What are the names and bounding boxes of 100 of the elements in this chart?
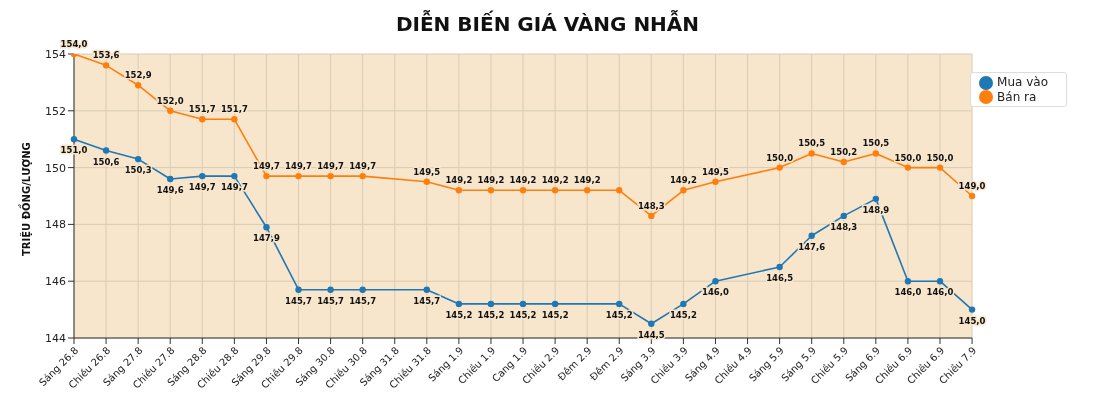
data-label: 148,3 bbox=[637, 200, 665, 211]
data-label: 149,7 bbox=[285, 161, 313, 172]
point bbox=[776, 164, 783, 171]
point bbox=[327, 286, 334, 293]
point bbox=[648, 320, 655, 327]
data-label: 148,3 bbox=[830, 221, 858, 232]
point bbox=[840, 212, 847, 220]
legend-label: Mua vào bbox=[997, 75, 1048, 89]
data-label: 145,2 bbox=[541, 309, 569, 320]
data-label: 149,2 bbox=[477, 175, 505, 186]
data-label: 150,3 bbox=[124, 165, 152, 176]
data-label: 149,6 bbox=[156, 184, 184, 195]
y-tick-label: 144 bbox=[45, 331, 66, 345]
data-label: 149,7 bbox=[349, 161, 377, 172]
point bbox=[680, 187, 687, 194]
data-label: 150,5 bbox=[862, 138, 890, 149]
point bbox=[936, 164, 944, 171]
point bbox=[872, 195, 880, 203]
point bbox=[359, 286, 366, 293]
data-label: 147,6 bbox=[798, 241, 826, 252]
point bbox=[519, 300, 527, 308]
point bbox=[423, 178, 431, 185]
data-label: 145,7 bbox=[413, 295, 441, 306]
data-label: 146,0 bbox=[926, 287, 954, 298]
point bbox=[487, 187, 495, 194]
data-label: 149,7 bbox=[188, 182, 216, 193]
point bbox=[551, 187, 559, 194]
data-label: 150,0 bbox=[926, 152, 954, 163]
data-label: 152,9 bbox=[124, 70, 152, 81]
point bbox=[199, 116, 206, 123]
point bbox=[583, 187, 591, 194]
data-label: 150,6 bbox=[92, 156, 120, 167]
point bbox=[808, 232, 815, 239]
point bbox=[102, 62, 110, 69]
point bbox=[199, 172, 206, 180]
point bbox=[904, 278, 912, 285]
point bbox=[968, 306, 976, 313]
y-tick-label: 150 bbox=[45, 161, 66, 175]
point bbox=[680, 300, 687, 308]
point bbox=[776, 263, 783, 271]
data-label: 150,0 bbox=[894, 152, 922, 163]
point bbox=[295, 172, 302, 180]
data-label: 150,2 bbox=[830, 146, 858, 157]
data-label: 151,7 bbox=[188, 104, 216, 115]
data-label: 145,7 bbox=[349, 295, 377, 306]
data-label: 149,2 bbox=[541, 175, 569, 186]
point bbox=[263, 224, 270, 231]
data-label: 146,0 bbox=[894, 287, 922, 298]
point bbox=[519, 187, 527, 194]
data-label: 145,2 bbox=[605, 309, 633, 320]
point bbox=[134, 82, 142, 89]
point bbox=[327, 172, 334, 180]
data-label: 145,2 bbox=[509, 309, 537, 320]
data-label: 146,0 bbox=[702, 287, 729, 298]
point bbox=[872, 150, 880, 157]
y-tick-label: 148 bbox=[45, 218, 66, 232]
point bbox=[808, 150, 815, 157]
point bbox=[455, 300, 463, 308]
point bbox=[712, 178, 719, 185]
point bbox=[167, 175, 174, 183]
data-label: 145,2 bbox=[477, 309, 505, 320]
data-label: 151,0 bbox=[60, 145, 88, 156]
point bbox=[904, 164, 912, 171]
point bbox=[455, 187, 463, 194]
data-label: 150,5 bbox=[798, 138, 826, 149]
data-label: 145,7 bbox=[317, 295, 345, 306]
y-tick-label: 146 bbox=[45, 275, 66, 289]
data-label: 149,2 bbox=[669, 175, 697, 186]
point bbox=[167, 107, 174, 114]
point bbox=[487, 300, 495, 308]
data-label: 149,5 bbox=[413, 166, 441, 177]
point bbox=[968, 192, 976, 200]
point bbox=[231, 172, 238, 180]
point bbox=[70, 136, 78, 143]
point bbox=[263, 172, 270, 180]
data-label: 152,0 bbox=[156, 95, 184, 106]
data-label: 144,5 bbox=[637, 329, 665, 340]
point bbox=[616, 300, 623, 308]
point bbox=[423, 286, 431, 293]
data-label: 153,6 bbox=[92, 50, 120, 61]
point bbox=[551, 300, 559, 308]
point bbox=[359, 172, 366, 180]
data-label: 149,2 bbox=[573, 175, 601, 186]
legend-label: Bán ra bbox=[997, 89, 1037, 104]
data-label: 145,0 bbox=[958, 315, 986, 326]
point bbox=[840, 158, 847, 166]
point bbox=[936, 278, 944, 285]
data-label: 145,2 bbox=[445, 309, 473, 320]
y-axis-title: TRIỆU ĐỒNG/LƯỢNG bbox=[17, 142, 32, 256]
data-label: 149,2 bbox=[445, 175, 473, 186]
chart-title: DIỄN BIẾN GIÁ VÀNG NHẪN bbox=[394, 9, 701, 38]
data-label: 146,5 bbox=[766, 273, 794, 283]
point bbox=[616, 187, 623, 194]
data-label: 154,0 bbox=[60, 39, 88, 49]
point bbox=[134, 155, 142, 163]
data-label: 151,7 bbox=[220, 104, 248, 115]
data-label: 145,7 bbox=[285, 295, 313, 306]
y-tick-label: 152 bbox=[45, 104, 66, 118]
data-label: 150,0 bbox=[766, 152, 794, 163]
point bbox=[102, 147, 110, 154]
